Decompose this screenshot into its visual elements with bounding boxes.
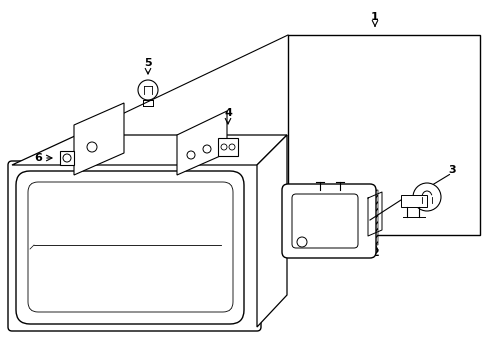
Circle shape (138, 80, 158, 100)
Polygon shape (335, 190, 378, 245)
Text: 5: 5 (144, 58, 152, 68)
Text: 3: 3 (448, 165, 456, 175)
FancyBboxPatch shape (8, 161, 261, 331)
Polygon shape (12, 135, 287, 165)
Text: 1: 1 (371, 12, 379, 22)
Circle shape (229, 144, 235, 150)
Bar (401, 195, 427, 207)
Circle shape (87, 142, 97, 152)
Text: 4: 4 (224, 108, 232, 118)
FancyBboxPatch shape (292, 194, 358, 248)
FancyBboxPatch shape (282, 184, 376, 258)
Polygon shape (177, 111, 227, 175)
Bar (60, 151, 74, 165)
Circle shape (221, 144, 227, 150)
FancyBboxPatch shape (16, 171, 244, 324)
Circle shape (203, 145, 211, 153)
Text: 6: 6 (34, 153, 42, 163)
Circle shape (413, 183, 441, 211)
Text: 2: 2 (371, 248, 379, 258)
Circle shape (63, 154, 71, 162)
Polygon shape (74, 103, 124, 175)
Bar (218, 138, 238, 156)
FancyBboxPatch shape (28, 182, 233, 312)
Bar (288, 35, 480, 235)
Circle shape (187, 151, 195, 159)
Circle shape (297, 237, 307, 247)
Polygon shape (257, 135, 287, 327)
